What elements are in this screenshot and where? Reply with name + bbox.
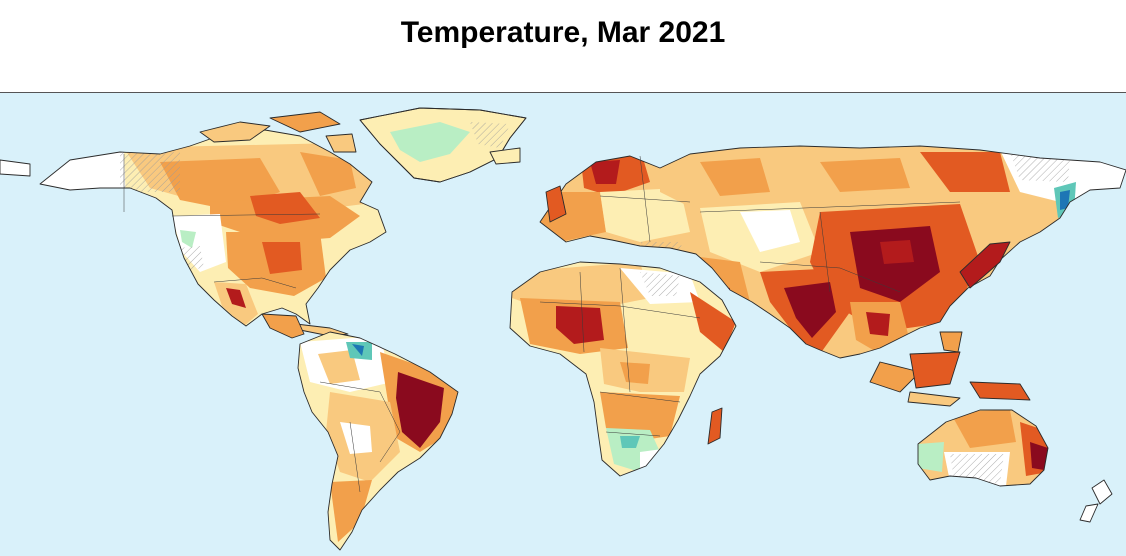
iceland [489, 147, 521, 165]
title-area: Temperature, Mar 2021 [0, 0, 1126, 92]
south-america [297, 331, 459, 551]
north-america [0, 111, 387, 327]
new-zealand [1091, 479, 1113, 505]
new-zealand-south [1079, 503, 1099, 523]
madagascar [707, 407, 723, 445]
british-isles [545, 185, 567, 223]
africa [509, 261, 737, 477]
map-svg [0, 92, 1126, 556]
japan [959, 241, 1011, 289]
maritime-southeast-asia [869, 331, 1031, 407]
central-america [261, 313, 305, 339]
australia [917, 409, 1049, 487]
map-title: Temperature, Mar 2021 [400, 16, 726, 49]
greenland [359, 107, 527, 183]
world-temperature-map [0, 92, 1126, 556]
